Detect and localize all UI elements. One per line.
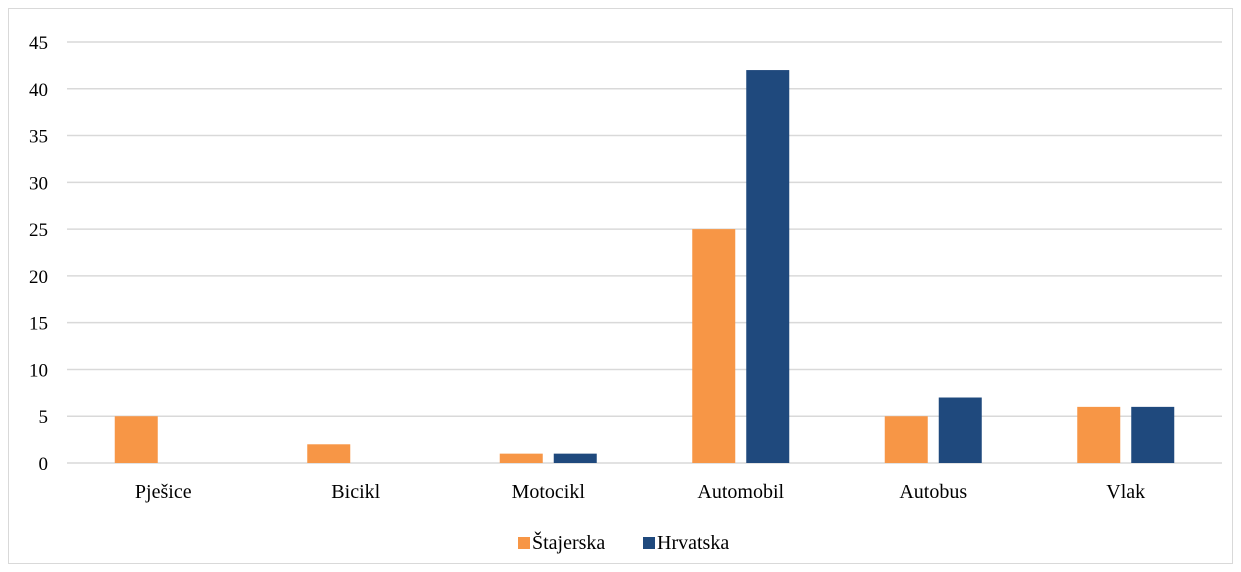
bar-štajerska-autobus <box>884 416 928 463</box>
bar-hrvatska-motocikl <box>553 453 597 463</box>
y-tick-label: 30 <box>29 173 48 194</box>
bar-štajerska-automobil <box>692 229 736 463</box>
x-category-label: Automobil <box>697 481 784 503</box>
legend-swatch <box>518 537 530 549</box>
bars <box>114 70 1175 464</box>
y-tick-label: 5 <box>39 407 49 428</box>
x-axis: Pješice Bicikl Motocikl Automobil Autobus Vla… <box>135 481 1145 503</box>
legend-label: Štajerska <box>532 530 605 554</box>
y-tick-label: 35 <box>29 127 48 148</box>
legend: Štajerska Hrvatska <box>518 530 729 554</box>
x-category-label: Bicikl <box>331 481 380 503</box>
bar-štajerska-motocikl <box>499 453 543 463</box>
x-category-label: Pješice <box>135 481 192 503</box>
bar-štajerska-pješice <box>114 416 158 463</box>
y-tick-label: 25 <box>29 220 48 241</box>
y-tick-label: 0 <box>39 454 49 475</box>
y-tick-label: 40 <box>29 80 48 101</box>
legend-label: Hrvatska <box>657 532 729 554</box>
y-tick-label: 20 <box>29 267 48 288</box>
bar-hrvatska-automobil <box>746 70 790 464</box>
x-category-label: Motocikl <box>512 481 586 503</box>
gridlines <box>67 41 1222 464</box>
y-tick-label: 10 <box>29 360 48 381</box>
chart-frame <box>8 8 1233 564</box>
bar-štajerska-bicikl <box>307 444 351 463</box>
x-category-label: Autobus <box>899 481 967 503</box>
y-tick-label: 45 <box>29 33 48 54</box>
bar-hrvatska-autobus <box>938 397 982 463</box>
x-category-label: Vlak <box>1106 481 1145 503</box>
y-tick-label: 15 <box>29 314 48 335</box>
legend-swatch <box>643 537 655 549</box>
bar-hrvatska-vlak <box>1131 406 1175 463</box>
y-axis: 0 5 10 15 20 25 30 35 40 45 <box>29 33 48 475</box>
bar-štajerska-vlak <box>1077 406 1121 463</box>
